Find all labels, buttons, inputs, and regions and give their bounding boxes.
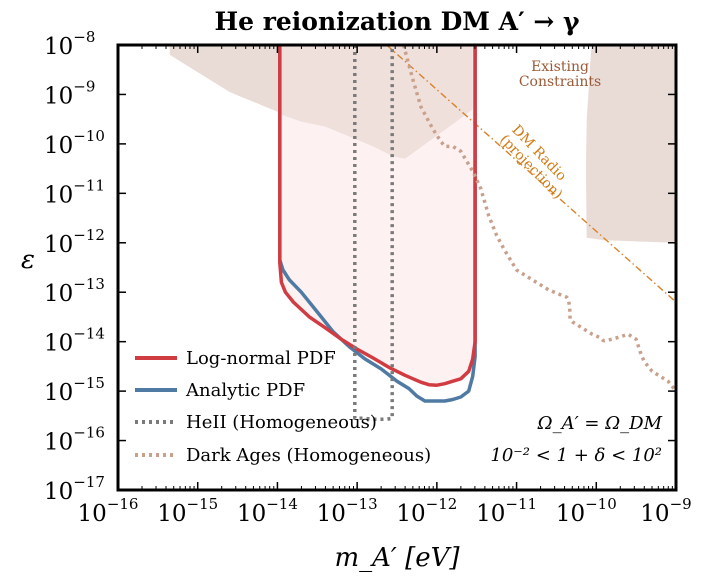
series-line-log-normal-pdf: [278, 45, 477, 387]
y-tick-label: 10−8: [44, 28, 95, 60]
y-tick-label: 10−12: [44, 226, 105, 258]
legend: Log-normal PDF Analytic PDF HeII (Homoge…: [135, 348, 431, 466]
y-tick-label: 10−9: [44, 77, 95, 109]
series-line-dark-ages-homogeneous: [402, 45, 676, 393]
x-tick-exponent: −13: [346, 495, 378, 513]
x-tick-label: 10−13: [317, 495, 378, 527]
series-line-heii-homogeneous: [353, 45, 394, 422]
x-tick-exponent: −9: [670, 495, 692, 513]
y-axis-title: ε: [21, 245, 35, 275]
shaded-regions: [169, 45, 676, 386]
series-line-analytic-pdf: [278, 45, 477, 403]
annotation-existing: Existing: [531, 59, 589, 75]
annotation-constraints: Constraints: [519, 74, 601, 90]
legend-label-darkages: Dark Ages (Homogeneous): [186, 445, 431, 466]
y-tick-exponent: −16: [73, 424, 105, 442]
x-tick-exponent: −12: [426, 495, 458, 513]
y-tick-label: 10−15: [44, 374, 105, 406]
x-tick-exponent: −16: [107, 495, 139, 513]
y-tick-labels: 10−8 10−9 10−10 10−11 10−12 10−13 10−14 10−15 10…: [44, 28, 105, 505]
x-tick-exponent: −14: [266, 495, 298, 513]
x-tick-labels: 10−16 10−15 10−14 10−13 10−12 10−11 10−10 10−9: [78, 495, 692, 527]
y-tick-exponent: −8: [73, 28, 95, 46]
legend-label-heii: HeII (Homogeneous): [186, 412, 377, 433]
chart-title: He reionization DM A′ → γ: [214, 7, 580, 36]
x-tick-label: 10−12: [396, 495, 457, 527]
y-tick-exponent: −11: [73, 176, 105, 194]
y-tick-exponent: −9: [73, 77, 95, 95]
x-tick-label: 10−11: [476, 495, 537, 527]
legend-label-lognormal: Log-normal PDF: [186, 348, 336, 369]
y-tick-label: 10−14: [44, 325, 105, 357]
plot-frame: [116, 43, 678, 492]
y-tick-label: 10−11: [44, 176, 105, 208]
dm-radio-projection: [386, 45, 676, 303]
y-tick-exponent: −14: [73, 325, 105, 343]
y-tick-label: 10−16: [44, 424, 105, 456]
x-tick-exponent: −15: [187, 495, 219, 513]
axes: [116, 43, 678, 492]
note-omega: Ω_A′ = Ω_DM: [537, 413, 663, 434]
x-tick-label: 10−16: [78, 495, 139, 527]
existing-constraints-right-region: [585, 45, 676, 243]
x-axis-title: m_A′ [eV]: [334, 543, 460, 573]
x-tick-exponent: −11: [505, 495, 537, 513]
y-tick-exponent: −17: [73, 473, 105, 491]
dm-radio-line: [386, 45, 676, 303]
x-tick-label: 10−9: [640, 495, 691, 527]
legend-label-analytic: Analytic PDF: [185, 380, 305, 401]
x-tick-exponent: −10: [585, 495, 617, 513]
y-tick-label: 10−10: [44, 127, 105, 159]
data-series: [278, 45, 676, 422]
x-tick-label: 10−10: [556, 495, 617, 527]
y-tick-exponent: −15: [73, 374, 105, 392]
y-tick-exponent: −13: [73, 275, 105, 293]
x-tick-label: 10−14: [237, 495, 298, 527]
y-tick-label: 10−13: [44, 275, 105, 307]
y-tick-exponent: −12: [73, 226, 105, 244]
note-delta-range: 10⁻² < 1 + δ < 10²: [490, 445, 662, 466]
constraints-overlap-region: [279, 45, 473, 159]
x-tick-label: 10−15: [157, 495, 218, 527]
y-tick-exponent: −10: [73, 127, 105, 145]
